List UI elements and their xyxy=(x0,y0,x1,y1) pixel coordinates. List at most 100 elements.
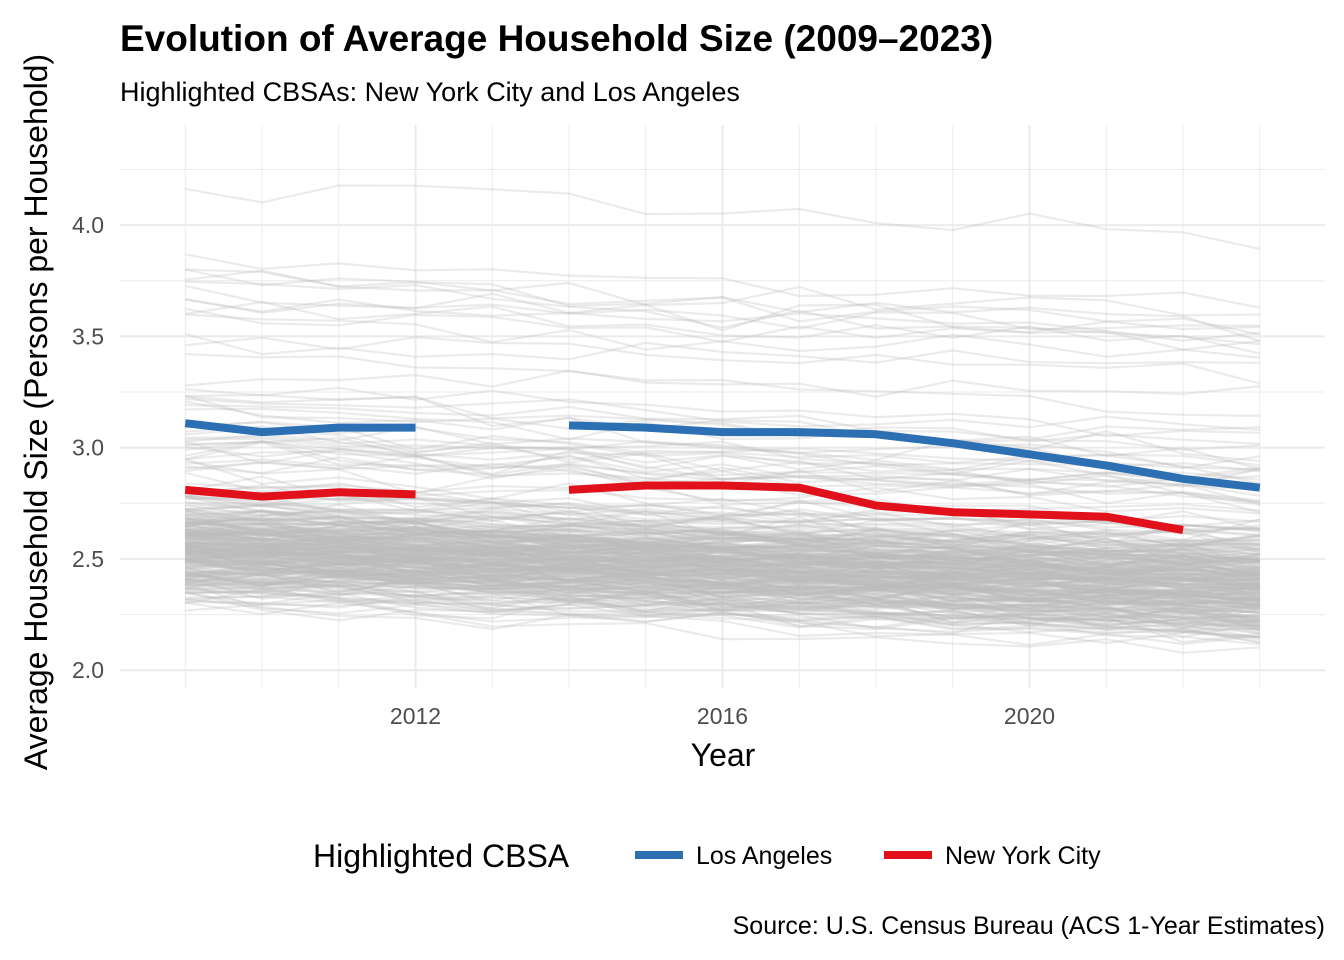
background-cbsa-line xyxy=(185,542,1260,574)
background-cbsa-line xyxy=(185,554,1261,580)
background-cbsa-line xyxy=(185,495,1260,552)
background-cbsa-line xyxy=(185,528,1261,581)
background-cbsa-line xyxy=(185,551,1260,610)
background-cbsa-line xyxy=(185,523,1260,563)
background-cbsa-line xyxy=(185,542,1260,581)
background-cbsa-line xyxy=(185,511,1260,536)
background-cbsa-line xyxy=(185,531,1260,562)
background-cbsa-line xyxy=(185,456,1260,482)
background-cbsa-line xyxy=(185,335,1261,385)
background-cbsa-line xyxy=(185,542,1260,608)
x-axis-ticks: 2012 2016 2020 xyxy=(390,703,1055,729)
background-cbsa-line xyxy=(185,510,1260,547)
background-cbsa-line xyxy=(185,557,1260,599)
background-cbsa-line xyxy=(185,522,1260,582)
background-cbsa-line xyxy=(185,504,1260,561)
background-cbsa-line xyxy=(185,592,1260,627)
background-cbsa-line xyxy=(185,568,1260,591)
background-cbsa-line xyxy=(185,552,1260,577)
background-cbsa-line xyxy=(185,544,1260,582)
background-cbsa-line xyxy=(185,548,1260,587)
series-line-los-angeles xyxy=(184,419,416,437)
background-cbsa-line xyxy=(185,569,1260,612)
background-cbsa-line xyxy=(185,548,1260,600)
background-cbsa-line xyxy=(185,386,1260,438)
background-cbsa-line xyxy=(184,537,1260,576)
background-cbsa-line xyxy=(184,532,1260,581)
background-cbsa-line xyxy=(185,503,1260,526)
background-cbsa-line xyxy=(185,570,1260,620)
background-cbsa-line xyxy=(184,562,1260,614)
background-cbsa-line xyxy=(185,554,1260,606)
background-cbsa-line xyxy=(185,420,1261,488)
background-cbsa-line xyxy=(185,541,1260,589)
background-cbsa-line xyxy=(185,572,1260,624)
background-cbsa-line xyxy=(185,184,1261,250)
background-cbsa-line xyxy=(185,560,1260,608)
background-cbsa-line xyxy=(185,569,1260,626)
background-cbsa-line xyxy=(184,569,1260,620)
background-cbsa-line xyxy=(185,576,1260,644)
background-cbsa-line xyxy=(185,545,1260,573)
background-cbsa-line xyxy=(184,253,1261,309)
background-cbsa-line xyxy=(184,590,1260,635)
background-cbsa-line xyxy=(185,512,1261,569)
background-cbsa-line xyxy=(185,352,1260,417)
background-cbsa-line xyxy=(185,528,1260,565)
background-cbsa-line xyxy=(184,516,1260,586)
background-cbsa-line xyxy=(185,559,1260,605)
series-line-los-angeles xyxy=(568,421,1261,492)
background-cbsa-line xyxy=(185,548,1260,581)
background-cbsa-line xyxy=(185,551,1260,596)
background-cbsa-line xyxy=(185,570,1260,621)
background-cbsa-line xyxy=(185,578,1260,605)
background-cbsa-line xyxy=(185,532,1260,570)
background-cbsa-line xyxy=(185,507,1260,572)
background-cbsa-line xyxy=(185,552,1260,614)
background-cbsa-line xyxy=(185,540,1261,584)
background-cbsa-line xyxy=(185,559,1260,612)
background-cbsa-line xyxy=(185,525,1260,587)
background-cbsa-line xyxy=(185,540,1260,592)
background-cbsa-line xyxy=(185,596,1260,635)
background-cbsa-line xyxy=(185,520,1260,551)
background-cbsa-line xyxy=(184,441,1260,491)
background-cbsa-line xyxy=(185,518,1260,580)
legend-label-new-york-city: New York City xyxy=(945,842,1101,870)
background-cbsa-line xyxy=(185,546,1260,597)
background-cbsa-line xyxy=(185,547,1260,606)
background-cbsa-line xyxy=(184,548,1260,602)
background-cbsa-line xyxy=(185,564,1260,599)
background-cbsa-line xyxy=(185,577,1260,606)
background-cbsa-line xyxy=(185,579,1260,639)
background-cbsa-line xyxy=(185,520,1260,564)
background-cbsa-line xyxy=(185,460,1260,515)
background-cbsa-line xyxy=(185,579,1260,646)
background-cbsa-line xyxy=(185,551,1260,604)
background-cbsa-line xyxy=(185,539,1260,573)
background-cbsa-line xyxy=(185,519,1260,563)
background-cbsa-line xyxy=(185,563,1260,608)
background-cbsa-line xyxy=(185,590,1260,631)
highlighted-series xyxy=(184,419,1261,534)
background-cbsa-line xyxy=(185,525,1260,561)
background-cbsa-line xyxy=(185,572,1260,605)
background-cbsa-line xyxy=(184,440,1260,502)
background-cbsa-line xyxy=(185,559,1261,629)
background-cbsa-line xyxy=(185,509,1260,581)
background-cbsa-line xyxy=(185,573,1260,607)
background-cbsa-line xyxy=(184,541,1260,593)
background-cbsa-line xyxy=(184,576,1260,621)
background-cbsa-line xyxy=(185,510,1260,554)
background-cbsa-line xyxy=(185,555,1261,608)
background-cbsa-line xyxy=(185,436,1260,482)
background-cbsa-line xyxy=(185,570,1260,617)
background-cbsa-line xyxy=(185,541,1260,574)
background-cbsa-line xyxy=(185,598,1260,647)
background-cbsa-line xyxy=(185,514,1260,557)
background-cbsa-line xyxy=(185,527,1260,566)
background-cbsa-line xyxy=(185,561,1260,614)
background-cbsa-line xyxy=(185,550,1260,617)
background-cbsa-line xyxy=(185,542,1260,581)
background-cbsa-line xyxy=(185,516,1260,553)
